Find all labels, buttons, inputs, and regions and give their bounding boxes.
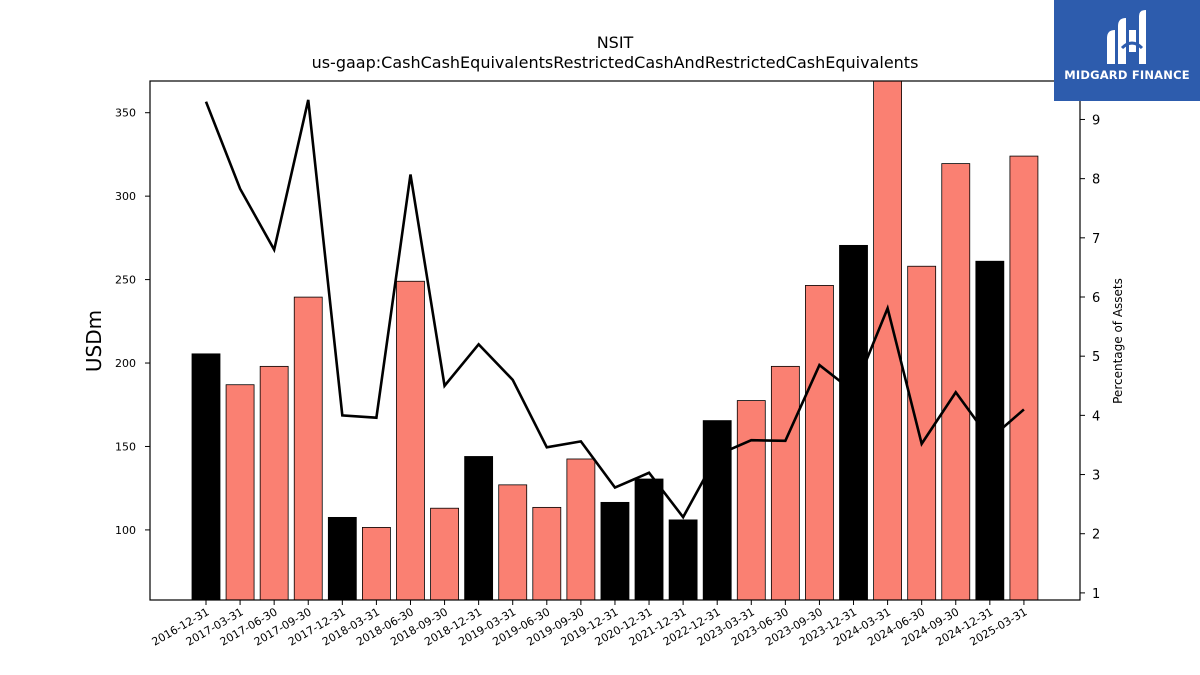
y2-tick-label: 3 bbox=[1092, 469, 1100, 484]
bar-series bbox=[191, 80, 1039, 601]
y-axis-label: USDm bbox=[82, 310, 106, 372]
bar-2016-12-31 bbox=[191, 353, 221, 601]
bar-2023-03-31 bbox=[736, 400, 766, 601]
bar-2017-03-31 bbox=[225, 384, 255, 601]
bar-2024-06-30 bbox=[907, 265, 937, 601]
y2-tick-label: 9 bbox=[1092, 113, 1100, 128]
chart-title: NSIT bbox=[597, 33, 634, 52]
bar-2018-09-30 bbox=[430, 507, 459, 601]
y-tick-label: 200 bbox=[115, 357, 136, 370]
bar-2017-09-30 bbox=[293, 296, 323, 601]
y2-tick-label: 2 bbox=[1092, 528, 1100, 543]
y-tick-label: 300 bbox=[115, 190, 136, 203]
y2-tick-label: 6 bbox=[1092, 291, 1100, 306]
bar-2017-06-30 bbox=[259, 365, 289, 601]
bar-2023-09-30 bbox=[805, 285, 834, 601]
y2-axis-label: Percentage of Assets bbox=[1111, 278, 1125, 404]
percentage-line bbox=[204, 99, 1025, 520]
bar-2019-06-30 bbox=[532, 506, 562, 601]
y-tick-label: 150 bbox=[115, 440, 136, 453]
bar-2017-12-31 bbox=[327, 516, 357, 601]
brand-logo: MIDGARD FINANCE bbox=[1054, 0, 1200, 101]
line-series bbox=[204, 99, 1025, 520]
chart-subtitle: us-gaap:CashCashEquivalentsRestrictedCas… bbox=[312, 53, 919, 72]
bar-2023-12-31 bbox=[839, 244, 868, 601]
y2-tick-label: 8 bbox=[1092, 173, 1100, 188]
bar-2018-03-31 bbox=[361, 527, 391, 601]
y2-tick-label: 1 bbox=[1092, 587, 1100, 602]
y-tick-label: 250 bbox=[115, 274, 136, 287]
y-tick-label: 350 bbox=[115, 107, 136, 120]
brand-name: MIDGARD FINANCE bbox=[1064, 68, 1190, 82]
y2-tick-label: 5 bbox=[1092, 350, 1100, 365]
bar-2021-12-31 bbox=[668, 519, 698, 601]
bar-2025-03-31 bbox=[1009, 155, 1039, 601]
plot-frame bbox=[149, 80, 1081, 601]
bar-2024-03-31 bbox=[873, 80, 902, 601]
bar-2024-09-30 bbox=[941, 163, 971, 601]
bar-2023-06-30 bbox=[770, 365, 800, 601]
y2-tick-label: 4 bbox=[1092, 409, 1100, 424]
bar-2022-12-31 bbox=[702, 420, 732, 601]
bar-2018-06-30 bbox=[396, 280, 425, 601]
bar-2019-03-31 bbox=[498, 484, 528, 601]
bar-2019-12-31 bbox=[600, 501, 630, 601]
bar-2019-09-30 bbox=[566, 458, 596, 601]
midgard-logo-icon bbox=[1107, 10, 1146, 64]
bar-2020-12-31 bbox=[634, 478, 664, 601]
y2-tick-label: 7 bbox=[1092, 232, 1100, 247]
y-tick-label: 100 bbox=[115, 524, 136, 537]
bar-2018-12-31 bbox=[464, 456, 494, 601]
